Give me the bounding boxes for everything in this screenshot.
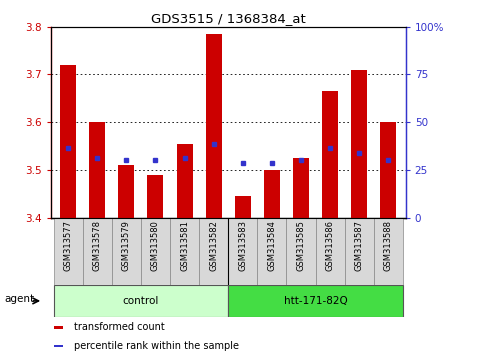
Bar: [112, 218, 141, 285]
Bar: [54, 344, 63, 347]
Text: control: control: [123, 296, 159, 306]
Text: GSM313584: GSM313584: [268, 220, 276, 270]
Bar: [315, 218, 344, 285]
Text: GSM313583: GSM313583: [238, 220, 247, 271]
Bar: [286, 218, 315, 285]
Bar: [351, 69, 367, 218]
Bar: [83, 218, 112, 285]
Text: GSM313577: GSM313577: [64, 220, 72, 271]
Bar: [141, 218, 170, 285]
Text: agent: agent: [4, 294, 34, 304]
Bar: [228, 218, 257, 285]
Title: GDS3515 / 1368384_at: GDS3515 / 1368384_at: [151, 12, 306, 25]
Text: htt-171-82Q: htt-171-82Q: [284, 296, 347, 306]
Text: GSM313588: GSM313588: [384, 220, 393, 271]
Text: GSM313581: GSM313581: [180, 220, 189, 270]
Bar: [199, 218, 228, 285]
Text: GSM313582: GSM313582: [209, 220, 218, 270]
Text: GSM313587: GSM313587: [355, 220, 364, 271]
Bar: [344, 218, 374, 285]
Text: transformed count: transformed count: [74, 322, 165, 332]
Text: GSM313578: GSM313578: [93, 220, 102, 271]
Text: GSM313585: GSM313585: [297, 220, 305, 270]
Bar: [89, 122, 105, 218]
Bar: [206, 34, 222, 218]
Text: GSM313580: GSM313580: [151, 220, 160, 270]
Bar: [322, 91, 338, 218]
Bar: [54, 218, 83, 285]
Bar: [147, 175, 163, 218]
Bar: [118, 165, 134, 218]
Bar: [293, 158, 309, 218]
Bar: [264, 170, 280, 218]
Bar: [170, 218, 199, 285]
Text: percentile rank within the sample: percentile rank within the sample: [74, 341, 239, 351]
Text: GSM313579: GSM313579: [122, 220, 131, 270]
Bar: [54, 285, 228, 317]
Bar: [257, 218, 286, 285]
Bar: [177, 144, 193, 218]
Bar: [60, 65, 76, 218]
Bar: [374, 218, 403, 285]
Bar: [228, 285, 403, 317]
Bar: [380, 122, 396, 218]
Text: GSM313586: GSM313586: [326, 220, 335, 271]
Bar: [54, 326, 63, 329]
Bar: [235, 196, 251, 218]
